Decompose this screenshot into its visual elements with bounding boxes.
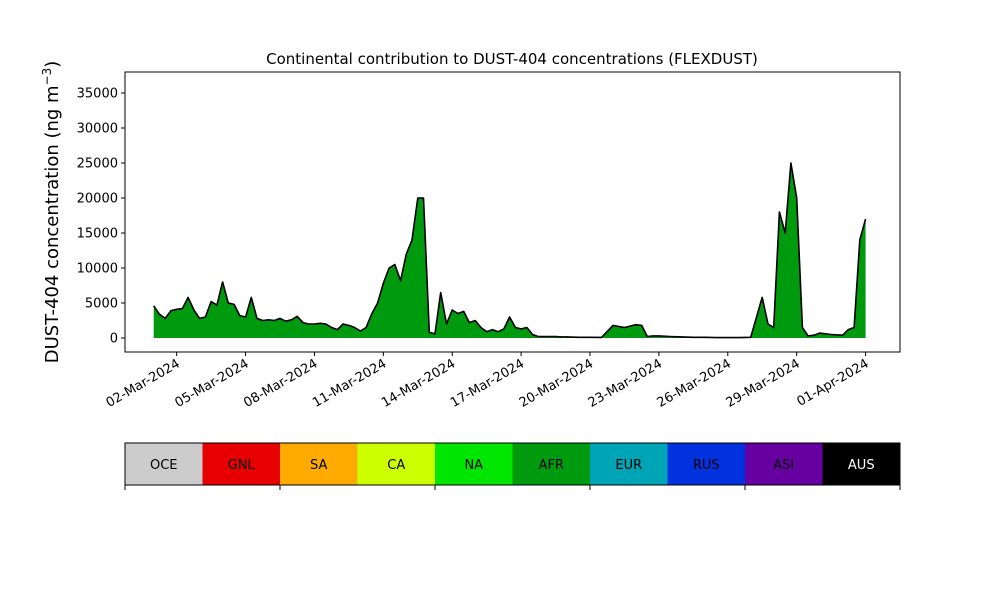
region-colorbar: OCE GNL SA CA NA AFR EUR RUS ASI AUS — [124, 442, 901, 490]
y-tick-label: 30000 — [77, 122, 118, 137]
colorbar-label-rus: RUS — [693, 458, 720, 473]
x-tick-label: 23-Mar-2024 — [586, 356, 665, 410]
x-tick-label: 29-Mar-2024 — [724, 356, 803, 410]
series-outline-afr — [153, 162, 867, 339]
y-tick-label: 25000 — [77, 157, 118, 172]
colorbar-label-eur: EUR — [615, 458, 642, 473]
colorbar-label-aus: AUS — [848, 458, 875, 473]
x-axis: 02-Mar-202405-Mar-202408-Mar-202411-Mar-… — [104, 352, 872, 411]
colorbar-label-sa: SA — [310, 458, 327, 473]
colorbar-frame — [124, 442, 901, 486]
y-tick-label: 0 — [110, 332, 118, 347]
colorbar-label-afr: AFR — [539, 458, 564, 473]
y-tick-label: 5000 — [85, 297, 118, 312]
x-tick-label: 08-Mar-2024 — [241, 356, 320, 410]
chart-title: Continental contribution to DUST-404 con… — [266, 50, 758, 68]
colorbar-label-gnl: GNL — [228, 458, 256, 473]
y-tick-label: 15000 — [77, 227, 118, 242]
y-axis-label-close: ) — [42, 61, 63, 68]
y-axis-label: DUST-404 concentration (ng m−3) — [40, 61, 63, 364]
x-tick-label: 02-Mar-2024 — [104, 356, 183, 410]
colorbar-cell-ca — [357, 443, 436, 485]
y-axis-label-text: DUST-404 concentration (ng m — [42, 85, 63, 363]
colorbar-cell-aus — [822, 443, 901, 485]
colorbar-cell-asi — [745, 443, 823, 485]
x-tick-label: 11-Mar-2024 — [310, 356, 389, 410]
colorbar-cell-eur — [590, 443, 668, 485]
y-axis: 0 5000 10000 15000 20000 25000 30000 35000 — [77, 87, 125, 347]
colorbar-label-ca: CA — [387, 458, 405, 473]
colorbar-cell-gnl — [202, 443, 281, 485]
plot-frame — [124, 71, 901, 353]
x-tick-label: 01-Apr-2024 — [794, 356, 871, 409]
svg-text:DUST-404 concentration (ng m−3: DUST-404 concentration (ng m−3) — [40, 61, 63, 364]
x-tick-label: 14-Mar-2024 — [379, 356, 458, 410]
plot-area — [124, 71, 901, 353]
colorbar-label-oce: OCE — [150, 458, 178, 473]
y-tick-label: 20000 — [77, 192, 118, 207]
y-axis-label-superscript: −3 — [40, 68, 54, 86]
series-area-afr — [153, 163, 866, 338]
y-tick-label: 35000 — [77, 87, 118, 102]
y-tick-label: 10000 — [77, 262, 118, 277]
colorbar-cell-oce — [125, 443, 203, 485]
x-tick-label: 17-Mar-2024 — [448, 356, 527, 410]
x-tick-label: 20-Mar-2024 — [517, 356, 596, 410]
x-tick-label: 05-Mar-2024 — [172, 356, 251, 410]
colorbar-cell-afr — [512, 443, 591, 485]
colorbar-label-asi: ASI — [773, 458, 794, 473]
colorbar-cell-na — [435, 443, 513, 485]
colorbar-label-na: NA — [464, 458, 483, 473]
x-tick-label: 26-Mar-2024 — [655, 356, 734, 410]
colorbar-cell-rus — [667, 443, 746, 485]
colorbar-cell-sa — [280, 443, 358, 485]
